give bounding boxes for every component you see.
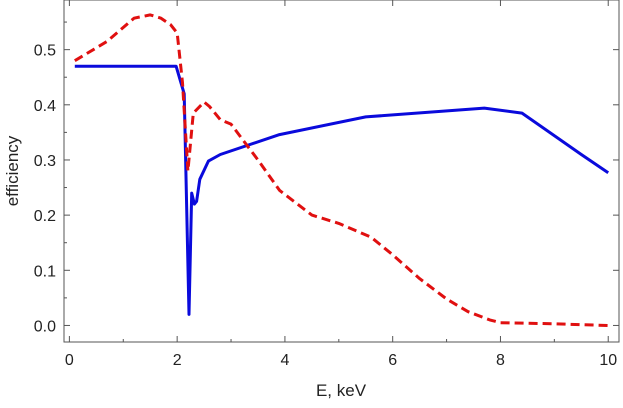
series-line-red-dashed <box>74 13 609 327</box>
y-tick-label: 0.4 <box>34 98 56 115</box>
y-axis: 0.0 0.1 0.2 0.3 0.4 0.5 <box>34 21 619 335</box>
y-tick-label: 0.2 <box>34 208 56 225</box>
series-line-blue-solid <box>74 64 610 316</box>
series-layer <box>74 13 610 327</box>
y-tick-label: 0.5 <box>34 43 56 60</box>
y-tick-label: 0.1 <box>34 263 56 280</box>
y-tick-label: 0.0 <box>34 318 56 335</box>
y-tick-label: 0.3 <box>34 153 56 170</box>
x-tick-label: 4 <box>280 352 289 369</box>
x-tick-label: 2 <box>173 352 182 369</box>
x-tick-label: 6 <box>388 352 397 369</box>
x-tick-label: 0 <box>65 352 74 369</box>
x-axis: 0 2 4 6 8 10 <box>65 0 617 369</box>
x-axis-label: E, keV <box>316 381 367 400</box>
x-tick-label: 8 <box>496 352 505 369</box>
y-axis-label: efficiency <box>3 135 22 206</box>
x-tick-label: 10 <box>599 352 617 369</box>
plot-frame <box>63 0 620 343</box>
